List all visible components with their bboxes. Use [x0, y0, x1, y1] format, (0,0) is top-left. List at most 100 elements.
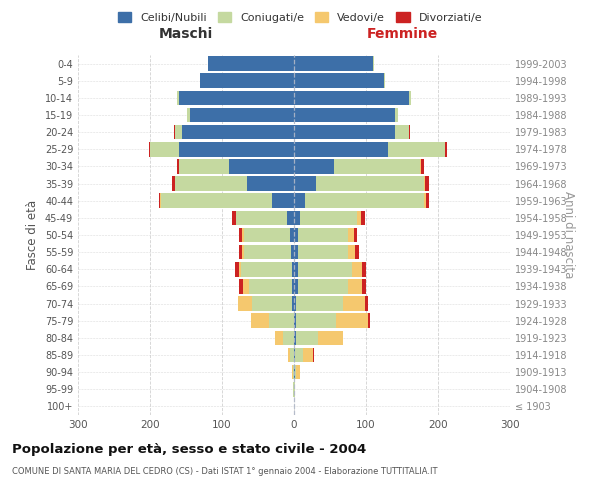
Bar: [300, 210, 358, 225]
Bar: [302, 348, 313, 362]
Bar: [334, 159, 420, 174]
Bar: [365, 296, 368, 311]
Bar: [294, 194, 305, 208]
Bar: [293, 365, 294, 380]
Bar: [388, 142, 445, 156]
Bar: [420, 159, 421, 174]
Bar: [236, 210, 287, 225]
Bar: [362, 279, 366, 293]
Bar: [293, 382, 294, 396]
Bar: [239, 228, 242, 242]
Bar: [292, 365, 293, 380]
Bar: [445, 142, 446, 156]
Bar: [294, 90, 409, 105]
Bar: [361, 210, 365, 225]
Bar: [179, 142, 294, 156]
Bar: [294, 56, 373, 71]
Bar: [409, 90, 412, 105]
Bar: [178, 159, 179, 174]
Bar: [336, 314, 368, 328]
Bar: [287, 210, 294, 225]
Bar: [239, 262, 241, 276]
Bar: [294, 262, 298, 276]
Bar: [232, 210, 236, 225]
Bar: [292, 279, 294, 293]
Bar: [373, 56, 374, 71]
Bar: [395, 125, 409, 140]
Bar: [426, 194, 430, 208]
Bar: [283, 330, 294, 345]
Bar: [384, 74, 385, 88]
Bar: [348, 228, 354, 242]
Text: Femmine: Femmine: [367, 28, 437, 42]
Bar: [243, 279, 248, 293]
Bar: [294, 142, 388, 156]
Bar: [294, 314, 296, 328]
Bar: [190, 108, 294, 122]
Bar: [343, 296, 365, 311]
Bar: [248, 279, 292, 293]
Bar: [244, 245, 291, 260]
Bar: [424, 176, 425, 191]
Bar: [175, 176, 247, 191]
Bar: [409, 125, 410, 140]
Bar: [348, 245, 355, 260]
Bar: [368, 314, 370, 328]
Bar: [313, 348, 314, 362]
Bar: [292, 296, 294, 311]
Bar: [252, 296, 292, 311]
Bar: [241, 262, 292, 276]
Bar: [352, 262, 362, 276]
Bar: [294, 348, 295, 362]
Bar: [298, 262, 352, 276]
Bar: [294, 382, 295, 396]
Bar: [275, 330, 283, 345]
Bar: [362, 262, 366, 276]
Bar: [295, 348, 302, 362]
Bar: [294, 279, 298, 293]
Bar: [421, 159, 424, 174]
Bar: [294, 210, 300, 225]
Bar: [200, 74, 294, 88]
Bar: [348, 279, 362, 293]
Bar: [269, 314, 294, 328]
Bar: [244, 228, 290, 242]
Bar: [247, 176, 294, 191]
Bar: [296, 365, 300, 380]
Bar: [291, 245, 294, 260]
Bar: [294, 108, 395, 122]
Bar: [239, 245, 242, 260]
Bar: [242, 228, 244, 242]
Legend: Celibi/Nubili, Coniugati/e, Vedovi/e, Divorziati/e: Celibi/Nubili, Coniugati/e, Vedovi/e, Di…: [113, 8, 487, 28]
Bar: [355, 245, 359, 260]
Bar: [179, 90, 294, 105]
Bar: [294, 176, 316, 191]
Text: Popolazione per età, sesso e stato civile - 2004: Popolazione per età, sesso e stato civil…: [12, 442, 366, 456]
Y-axis label: Anni di nascita: Anni di nascita: [562, 192, 575, 278]
Bar: [178, 90, 179, 105]
Bar: [290, 348, 294, 362]
Text: Maschi: Maschi: [159, 28, 213, 42]
Bar: [354, 228, 358, 242]
Bar: [149, 142, 150, 156]
Bar: [150, 142, 179, 156]
Bar: [395, 108, 398, 122]
Bar: [161, 194, 272, 208]
Bar: [239, 279, 243, 293]
Bar: [294, 330, 296, 345]
Bar: [294, 296, 296, 311]
Bar: [298, 245, 348, 260]
Bar: [294, 159, 334, 174]
Bar: [294, 228, 298, 242]
Bar: [425, 176, 428, 191]
Bar: [172, 176, 175, 191]
Bar: [358, 210, 361, 225]
Bar: [179, 159, 229, 174]
Bar: [318, 330, 343, 345]
Bar: [251, 314, 269, 328]
Bar: [175, 125, 182, 140]
Bar: [158, 194, 160, 208]
Bar: [294, 74, 384, 88]
Bar: [288, 348, 290, 362]
Bar: [296, 296, 343, 311]
